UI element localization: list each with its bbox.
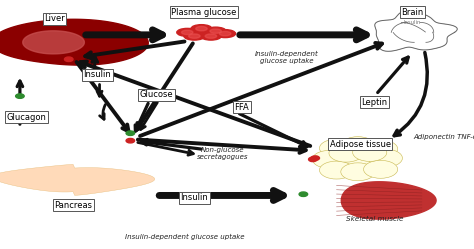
Circle shape (341, 163, 375, 181)
Ellipse shape (201, 32, 221, 40)
Polygon shape (23, 31, 84, 54)
Circle shape (319, 139, 354, 157)
Circle shape (319, 161, 354, 179)
Ellipse shape (205, 34, 217, 38)
Circle shape (368, 149, 402, 167)
Text: Glucagon: Glucagon (6, 113, 46, 122)
Ellipse shape (191, 25, 212, 33)
Ellipse shape (196, 26, 207, 31)
Circle shape (299, 192, 308, 196)
Ellipse shape (210, 29, 221, 33)
Polygon shape (341, 182, 436, 219)
Text: Insulin: Insulin (181, 193, 208, 202)
Circle shape (126, 138, 135, 143)
Text: Adiponectin TNF-α: Adiponectin TNF-α (413, 134, 474, 140)
Circle shape (364, 160, 398, 178)
Ellipse shape (177, 28, 198, 36)
Circle shape (329, 144, 363, 162)
Text: Brain: Brain (401, 8, 423, 17)
Text: Insulin-dependent glucose uptake: Insulin-dependent glucose uptake (125, 234, 245, 240)
Circle shape (126, 131, 135, 135)
Text: Plasma glucose: Plasma glucose (171, 8, 237, 17)
Ellipse shape (215, 30, 236, 38)
Polygon shape (0, 19, 148, 65)
Circle shape (364, 140, 398, 158)
Polygon shape (0, 164, 155, 195)
Text: Insulin: Insulin (404, 20, 421, 25)
Text: Leptin: Leptin (361, 98, 388, 107)
Circle shape (341, 137, 375, 155)
Text: Adipose tissue: Adipose tissue (330, 140, 391, 149)
Ellipse shape (182, 30, 193, 35)
Circle shape (309, 157, 317, 162)
Ellipse shape (184, 32, 205, 40)
Text: Pancreas: Pancreas (55, 201, 92, 210)
Circle shape (64, 57, 73, 62)
Circle shape (311, 156, 319, 160)
Text: Skeletal muscle: Skeletal muscle (346, 216, 403, 222)
Ellipse shape (189, 34, 200, 38)
Ellipse shape (205, 27, 226, 35)
Text: FFA: FFA (234, 103, 249, 112)
Circle shape (312, 150, 346, 168)
Text: Liver: Liver (44, 14, 65, 23)
Text: Insulin: Insulin (83, 70, 111, 79)
Circle shape (353, 143, 387, 161)
Text: Glucose: Glucose (140, 90, 173, 99)
Text: Non-glucose
secretagogues: Non-glucose secretagogues (197, 147, 248, 160)
Ellipse shape (219, 31, 231, 36)
Text: Insulin-dependent
glucose uptake: Insulin-dependent glucose uptake (255, 51, 319, 64)
Circle shape (16, 94, 24, 98)
Polygon shape (375, 10, 457, 51)
Circle shape (341, 148, 375, 166)
